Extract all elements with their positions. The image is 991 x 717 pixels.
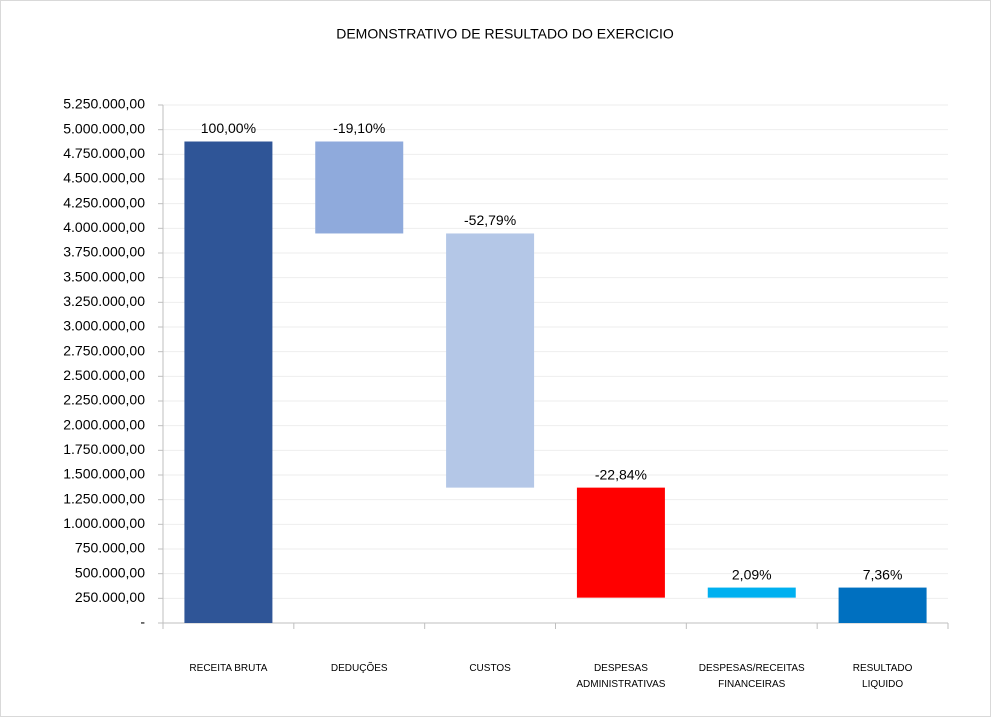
data-label: 7,36% (863, 566, 903, 582)
data-label: -19,10% (333, 120, 385, 136)
data-label: -52,79% (464, 212, 516, 228)
y-tick-label: 2.250.000,00 (63, 392, 145, 408)
y-tick-label: 1.500.000,00 (63, 466, 145, 482)
x-tick-label: CUSTOS (469, 663, 511, 674)
data-label: 100,00% (201, 120, 256, 136)
y-tick-label: 2.750.000,00 (63, 342, 145, 358)
y-tick-label: - (140, 614, 145, 630)
y-tick-label: 4.500.000,00 (63, 170, 145, 186)
y-tick-label: 4.750.000,00 (63, 145, 145, 161)
y-tick-label: 5.000.000,00 (63, 120, 145, 136)
y-tick-label: 1.750.000,00 (63, 441, 145, 457)
y-tick-label: 5.250.000,00 (63, 96, 145, 112)
y-tick-label: 3.500.000,00 (63, 268, 145, 284)
y-tick-label: 1.000.000,00 (63, 515, 145, 531)
y-tick-label: 1.250.000,00 (63, 490, 145, 506)
bar (838, 587, 927, 623)
x-tick-label: RECEITA BRUTA (189, 663, 267, 674)
bar (184, 141, 273, 624)
y-tick-label: 3.250.000,00 (63, 293, 145, 309)
data-label: 2,09% (732, 566, 772, 582)
x-tick-label: DESPESAS/RECEITAS FINANCEIRAS (699, 663, 805, 690)
bar (446, 233, 535, 488)
y-tick-label: 750.000,00 (75, 540, 145, 556)
y-tick-label: 500.000,00 (75, 564, 145, 580)
x-tick-label: RESULTADO LIQUIDO (853, 663, 913, 690)
y-tick-label: 4.000.000,00 (63, 219, 145, 235)
y-tick-label: 2.500.000,00 (63, 367, 145, 383)
y-tick-label: 3.000.000,00 (63, 318, 145, 334)
bar (576, 487, 665, 598)
x-tick-label: DEDUÇÕES (331, 661, 388, 674)
y-tick-label: 2.000.000,00 (63, 416, 145, 432)
y-tick-label: 250.000,00 (75, 589, 145, 605)
bar (707, 587, 796, 598)
data-label: -22,84% (595, 466, 647, 482)
y-tick-label: 3.750.000,00 (63, 244, 145, 260)
bar (315, 141, 404, 234)
x-tick-label: DESPESAS ADMINISTRATIVAS (576, 663, 665, 690)
chart-title: DEMONSTRATIVO DE RESULTADO DO EXERCICIO (336, 26, 674, 42)
y-tick-label: 4.250.000,00 (63, 194, 145, 210)
